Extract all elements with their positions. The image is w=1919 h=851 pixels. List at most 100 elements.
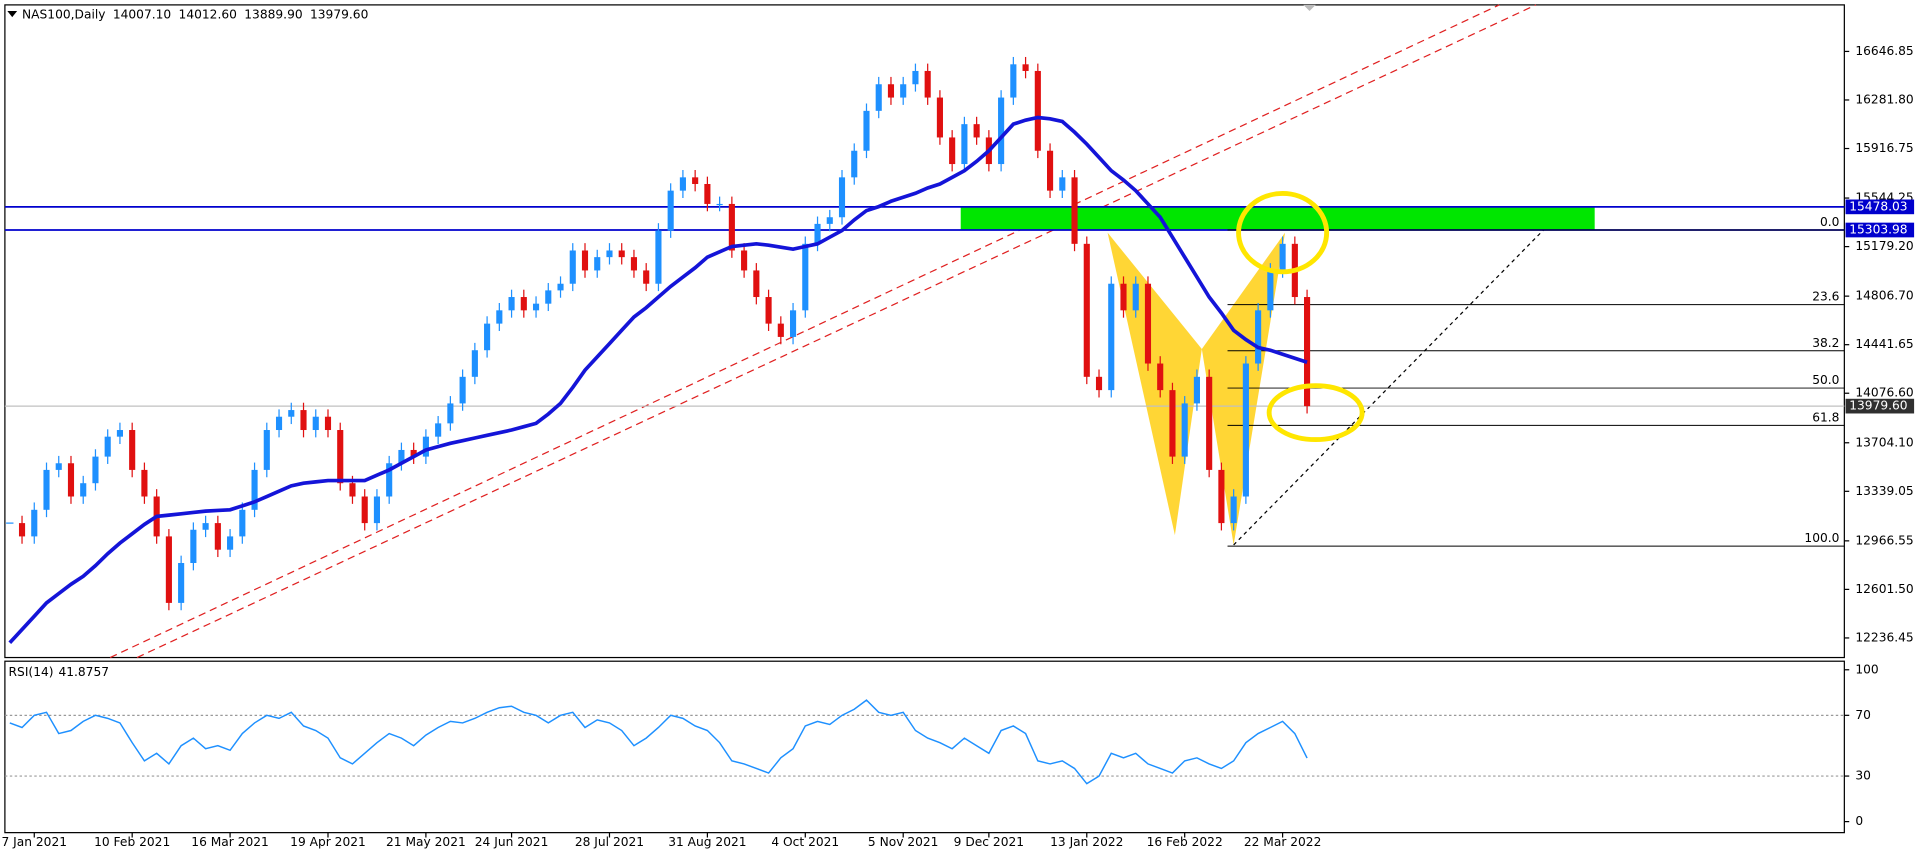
- y-tick-label: 14441.65: [1855, 337, 1913, 351]
- candle: [324, 416, 332, 431]
- x-tick-label: 13 Jan 2022: [1050, 835, 1123, 849]
- candle: [753, 270, 760, 298]
- candle: [594, 257, 601, 271]
- x-tick-label: 16 Feb 2022: [1147, 835, 1223, 849]
- fib-label: 0.0: [1820, 215, 1839, 229]
- candle: [92, 456, 99, 484]
- candle: [618, 250, 625, 258]
- y-tick-label: 12236.45: [1855, 630, 1913, 644]
- candle: [1034, 70, 1041, 151]
- y-tick-label: 14806.70: [1855, 289, 1913, 303]
- candle: [300, 410, 307, 431]
- candle: [116, 430, 123, 437]
- header-value: 14012.60: [179, 7, 237, 21]
- candle: [202, 523, 209, 530]
- candle: [912, 70, 919, 85]
- candle: [373, 496, 381, 524]
- x-tick-label: 10 Feb 2021: [94, 835, 170, 849]
- candle: [165, 536, 172, 603]
- highlight-circle: [1266, 383, 1365, 443]
- x-tick-label: 5 Nov 2021: [868, 835, 939, 849]
- candle: [471, 350, 478, 377]
- candle: [1022, 64, 1029, 71]
- fib-label: 23.6: [1812, 290, 1839, 304]
- header-arrow: [7, 11, 18, 18]
- candle: [1279, 243, 1286, 271]
- candle: [349, 483, 356, 497]
- candle: [716, 203, 723, 206]
- candle: [630, 257, 638, 271]
- y-tick-label: 12601.50: [1855, 582, 1913, 596]
- x-tick-label: 16 Mar 2021: [191, 835, 269, 849]
- candle: [667, 190, 674, 231]
- candle: [679, 177, 686, 191]
- candle: [1242, 363, 1249, 497]
- level-label-box: [1845, 199, 1915, 215]
- candle: [422, 436, 429, 457]
- y-tick-label: 16281.80: [1855, 92, 1913, 106]
- candle: [1059, 177, 1066, 191]
- candle: [435, 423, 442, 437]
- candle: [178, 563, 185, 603]
- fib-label: 61.8: [1812, 411, 1839, 425]
- candle: [1267, 270, 1274, 311]
- x-tick-label: 28 Jul 2021: [575, 835, 644, 849]
- fib-label: 100.0: [1804, 531, 1839, 545]
- candle: [887, 84, 895, 98]
- candle: [1255, 310, 1262, 364]
- y-tick-label: 70: [1855, 708, 1871, 722]
- candle: [1181, 403, 1188, 457]
- y-tick-label: 14076.60: [1855, 386, 1913, 400]
- candle: [459, 376, 466, 404]
- rsi-value: 41.8757: [58, 665, 109, 679]
- x-tick-label: 24 Jun 2021: [475, 835, 549, 849]
- candle: [43, 469, 50, 510]
- last-price-box: [1845, 398, 1915, 414]
- candle: [741, 250, 748, 271]
- y-tick-label: 16646.85: [1855, 44, 1913, 58]
- candle: [728, 203, 735, 251]
- candle: [31, 509, 38, 537]
- candle: [275, 416, 283, 431]
- candle: [1218, 469, 1225, 524]
- candle: [1193, 376, 1200, 404]
- candle: [239, 509, 246, 537]
- candle: [141, 469, 148, 497]
- candle: [288, 410, 295, 417]
- candle: [18, 523, 26, 537]
- rsi-name: RSI(14): [9, 665, 54, 679]
- y-tick-label: 13704.10: [1855, 435, 1913, 449]
- rsi-header: RSI(14) 41.8757: [9, 665, 109, 679]
- y-tick-label: 0: [1855, 814, 1863, 828]
- supply-zone: [960, 206, 1595, 231]
- fib-label: 38.2: [1812, 336, 1839, 350]
- candle: [692, 177, 699, 184]
- channel-line: [109, 4, 1500, 659]
- highlight-circle: [1236, 191, 1330, 275]
- candle: [777, 323, 784, 337]
- candle: [1304, 297, 1311, 407]
- y-tick-label: 30: [1855, 769, 1871, 783]
- level-label: 15478.03: [1849, 199, 1907, 213]
- candle: [789, 310, 797, 337]
- x-tick-label: 21 May 2021: [386, 835, 466, 849]
- candle: [851, 150, 858, 178]
- candle: [900, 84, 907, 98]
- rsi-line: [9, 699, 1308, 785]
- trend-line: [1233, 228, 1545, 546]
- candle: [1169, 390, 1176, 457]
- y-tick-label: 15916.75: [1855, 141, 1913, 155]
- candle: [337, 430, 344, 484]
- candle: [532, 303, 540, 311]
- candle: [814, 223, 821, 244]
- candle: [214, 523, 221, 550]
- x-tick-label: 31 Aug 2021: [668, 835, 746, 849]
- header-value: 13889.90: [244, 7, 302, 21]
- level-label: 15303.98: [1849, 223, 1907, 237]
- candle: [998, 97, 1005, 165]
- candle: [80, 483, 87, 497]
- candle: [1108, 283, 1115, 391]
- candle: [410, 449, 417, 457]
- candle: [863, 110, 870, 151]
- candle: [386, 463, 393, 497]
